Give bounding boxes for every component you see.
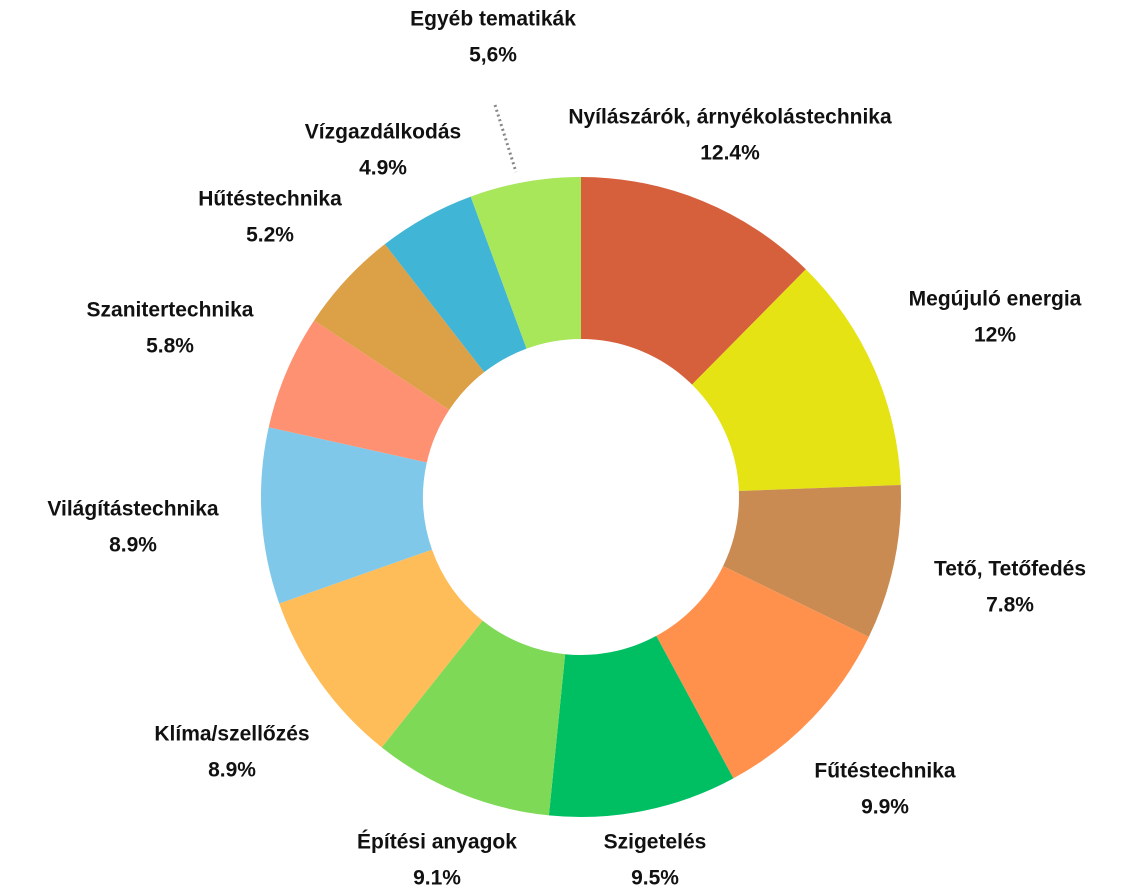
slice-label: Hűtéstechnika xyxy=(198,188,342,211)
slice-label: Egyéb tematikák xyxy=(410,8,576,31)
slice xyxy=(314,244,485,410)
slice-label: Megújuló energia xyxy=(909,288,1082,311)
slice xyxy=(656,566,869,779)
slice xyxy=(548,635,734,817)
slice-label: Tető, Tetőfedés xyxy=(934,558,1086,581)
value-label: 8.9% xyxy=(109,534,157,557)
value-label: 5.8% xyxy=(146,335,194,358)
leader-line xyxy=(493,104,518,173)
slice-label: Szigetelés xyxy=(604,831,707,854)
slice xyxy=(470,177,581,349)
value-label: 5.2% xyxy=(246,224,294,247)
value-label: 7.8% xyxy=(986,594,1034,617)
value-label: 4.9% xyxy=(359,157,407,180)
value-label: 12.4% xyxy=(700,142,760,165)
value-label: 12% xyxy=(974,324,1016,347)
slice xyxy=(723,484,902,637)
value-label: 8.9% xyxy=(208,759,256,782)
slice-label: Építési anyagok xyxy=(357,831,517,854)
slice xyxy=(381,620,566,816)
slice-label: Nyílászárók, árnyékolástechnika xyxy=(568,106,892,129)
value-label: 5,6% xyxy=(469,44,517,67)
slice-label: Fűtéstechnika xyxy=(814,760,956,783)
slice-label: Vízgazdálkodás xyxy=(305,121,461,144)
value-label: 9.5% xyxy=(631,867,679,890)
slice xyxy=(581,177,806,385)
slice xyxy=(384,196,527,373)
value-label: 9.1% xyxy=(413,867,461,890)
slice-label: Klíma/szellőzés xyxy=(154,723,309,746)
slice xyxy=(692,269,901,492)
slice-label: Szanitertechnika xyxy=(87,299,254,322)
slice xyxy=(268,320,450,463)
slice xyxy=(279,549,483,748)
value-label: 9.9% xyxy=(861,796,909,819)
slice xyxy=(261,427,433,604)
slice-label: Világítástechnika xyxy=(47,498,219,521)
